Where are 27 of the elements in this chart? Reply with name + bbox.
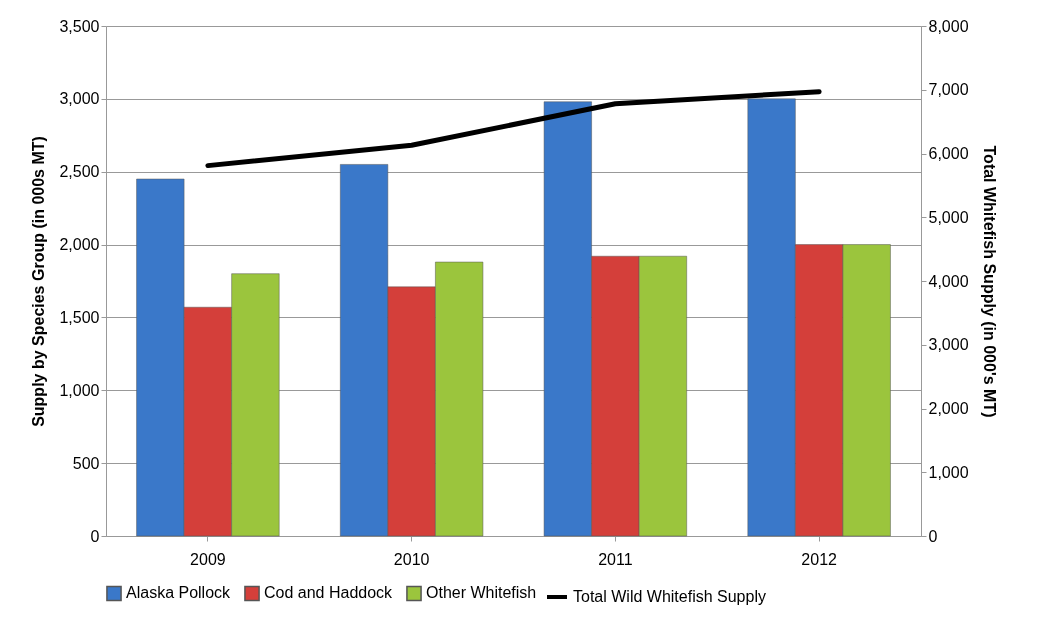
legend-label: Total Wild Whitefish Supply (573, 588, 766, 605)
y-tick-label: 2,500 (59, 163, 100, 181)
y2-tick-label: 0 (928, 527, 938, 545)
y2-tick-label: 2,000 (928, 400, 969, 417)
y-tick-label: 0 (90, 527, 100, 545)
y-tick-label: 1,500 (59, 308, 100, 326)
y2-tick-label: 3,000 (928, 336, 969, 354)
y-tick-label: 3,000 (59, 90, 100, 108)
legend-label: Other Whitefish (426, 584, 537, 602)
x-tick-label: 2010 (393, 550, 430, 568)
y2-axis-title: Total Whitefish Supply (in 000's MT) (980, 145, 998, 418)
y2-tick-label: 8,000 (928, 17, 969, 35)
y2-tick-label: 1,000 (928, 463, 969, 481)
y-tick-label: 500 (72, 454, 100, 472)
y2-tick-label: 5,000 (928, 208, 969, 226)
y2-tick-label: 6,000 (928, 145, 969, 162)
y-axis-title: Supply by Species Group (in 000s MT) (30, 136, 48, 427)
y2-tick-label: 7,000 (928, 81, 969, 99)
legend-label: Cod and Haddock (264, 584, 394, 602)
y-tick-label: 2,000 (59, 236, 100, 254)
x-tick-label: 2011 (598, 550, 633, 568)
x-tick-label: 2009 (190, 550, 226, 568)
y2-tick-label: 4,000 (928, 272, 969, 290)
legend-label: Alaska Pollock (126, 584, 232, 602)
x-tick-label: 2012 (801, 550, 838, 568)
y-tick-label: 1,000 (59, 381, 100, 399)
y-tick-label: 3,500 (59, 17, 100, 35)
